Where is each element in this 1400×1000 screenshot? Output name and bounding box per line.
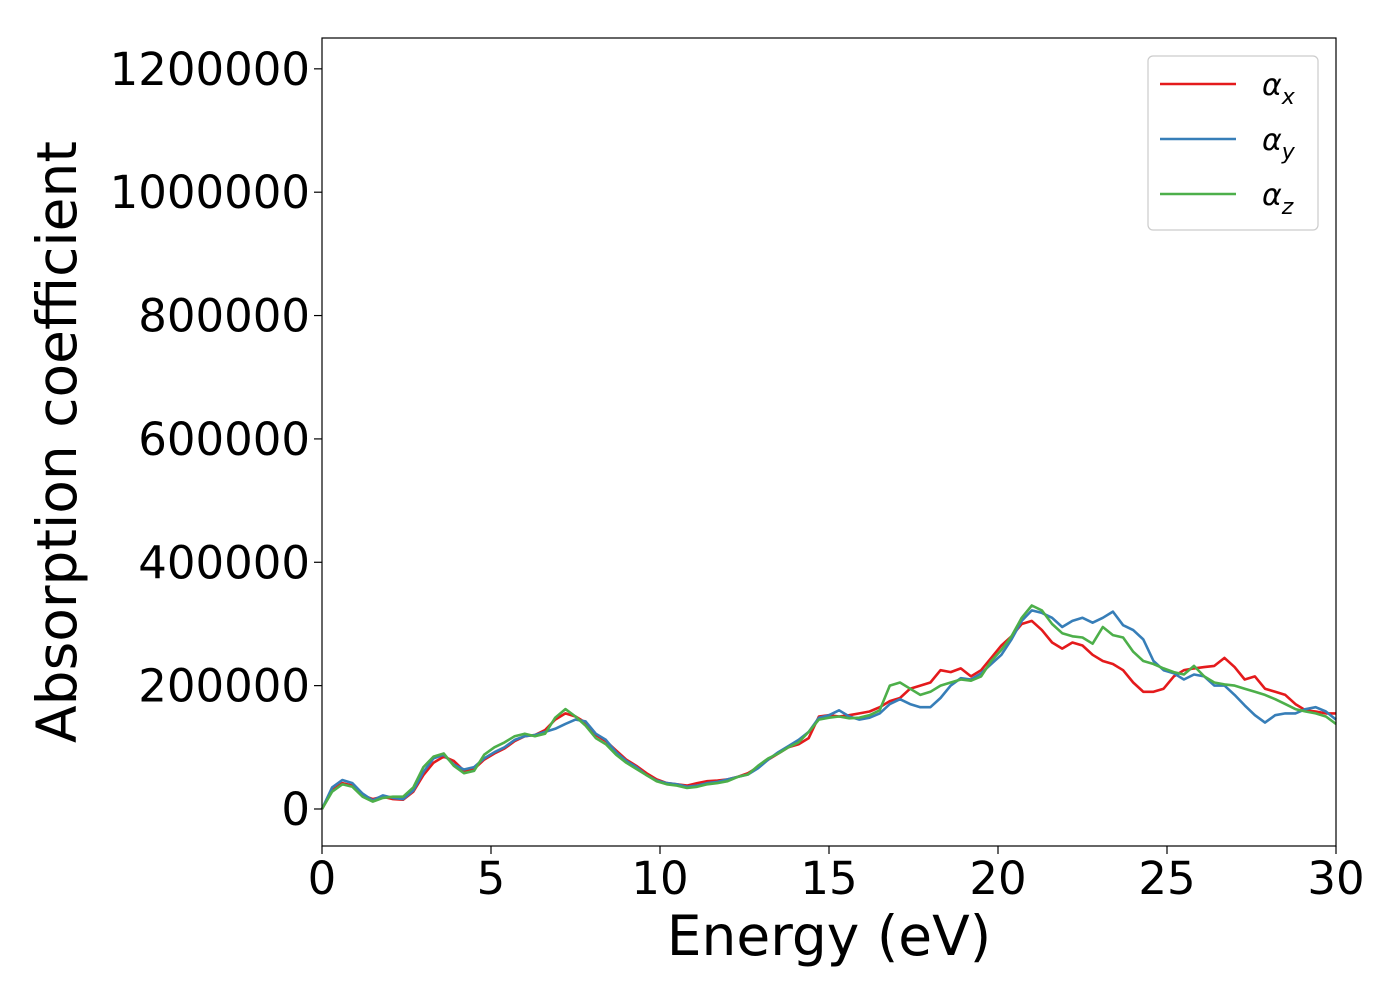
y-tick-label: 1200000: [110, 43, 310, 96]
x-tick-label: 15: [800, 852, 857, 905]
y-tick-label: 1000000: [110, 166, 310, 219]
y-tick-label: 0: [281, 783, 310, 836]
y-tick-label: 800000: [138, 290, 310, 343]
legend-label-y: αy: [1262, 123, 1296, 165]
x-tick-label: 10: [631, 852, 688, 905]
legend-label-x: αx: [1262, 68, 1296, 110]
x-tick-label: 30: [1307, 852, 1364, 905]
x-tick-label: 0: [308, 852, 337, 905]
x-tick-label: 25: [1138, 852, 1195, 905]
y-axis: 0 200000 400000 600000 800000 1000000 1200000: [110, 43, 322, 836]
legend-label-z: αz: [1262, 178, 1294, 220]
y-tick-label: 600000: [138, 413, 310, 466]
legend: αx αy αz: [1147, 55, 1319, 231]
series-line-z: [320, 604, 1337, 810]
y-tick-label: 200000: [138, 660, 310, 713]
legend-box: [1147, 55, 1319, 231]
x-tick-label: 20: [969, 852, 1026, 905]
y-tick-label: 400000: [138, 536, 310, 589]
series-layer: [320, 604, 1337, 810]
x-axis: 0 5 10 15 20 25 30: [308, 846, 1365, 905]
series-line-y: [320, 609, 1337, 810]
y-axis-label: Absorption coefficient: [25, 141, 89, 743]
x-axis-label: Energy (eV): [667, 904, 991, 968]
x-tick-label: 5: [477, 852, 506, 905]
